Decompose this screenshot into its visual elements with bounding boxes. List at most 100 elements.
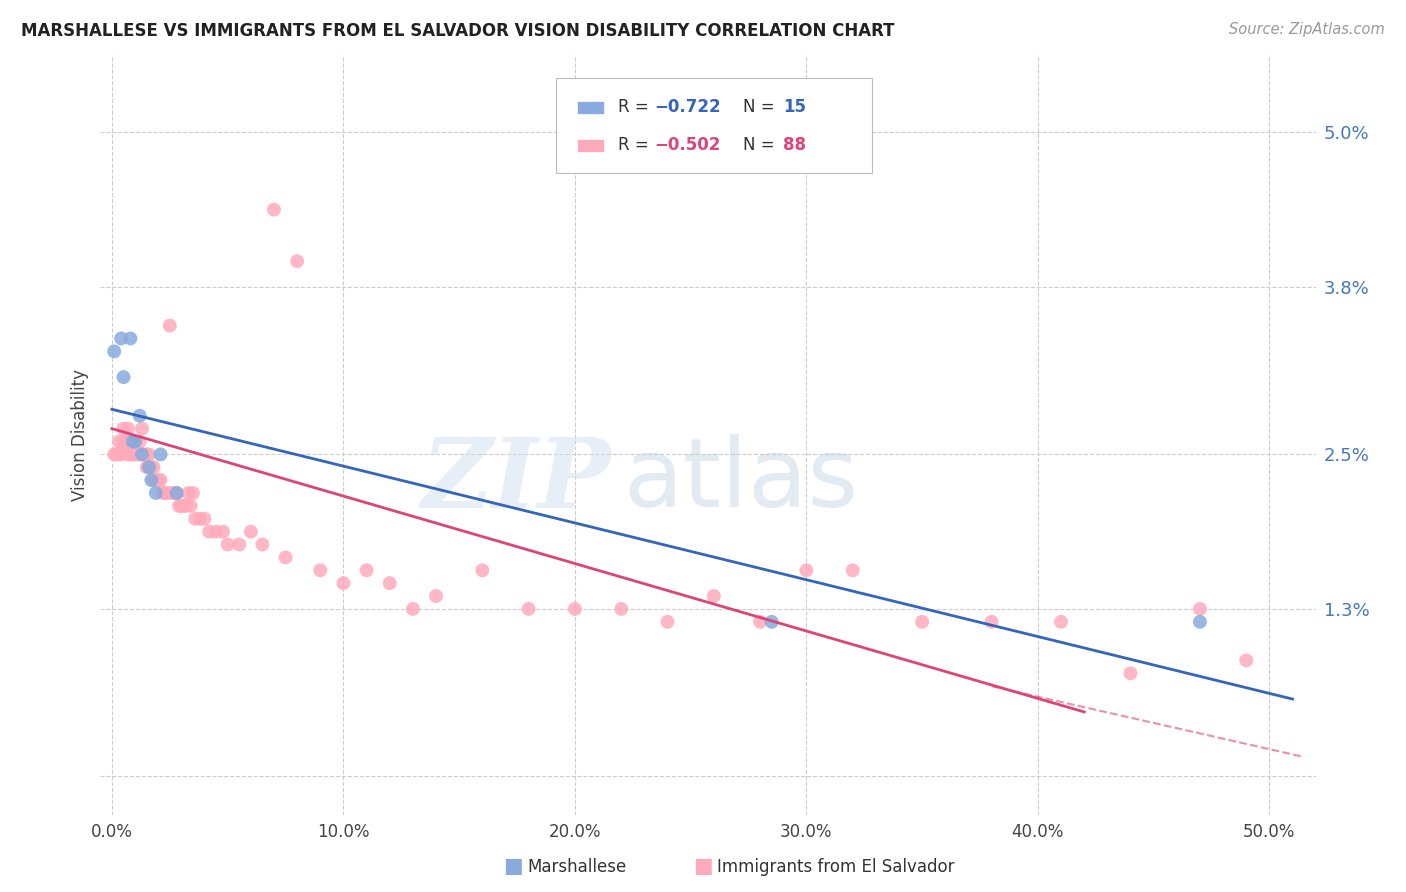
Point	[135, 460, 157, 475]
Point	[138, 460, 160, 475]
Point	[177, 486, 200, 500]
Point	[980, 615, 1002, 629]
Point	[121, 434, 143, 449]
Point	[198, 524, 221, 539]
Point	[205, 524, 228, 539]
Point	[112, 370, 135, 384]
Bar	[576, 101, 603, 113]
Text: R =: R =	[619, 98, 654, 116]
Text: −0.502: −0.502	[655, 136, 721, 153]
Text: −0.722: −0.722	[655, 98, 721, 116]
Point	[160, 486, 183, 500]
Point	[796, 563, 818, 577]
Point	[217, 537, 239, 551]
Point	[167, 499, 190, 513]
Point	[174, 499, 197, 513]
Text: ■: ■	[693, 856, 713, 876]
Point	[173, 499, 195, 513]
Point	[180, 499, 202, 513]
Bar	[576, 139, 603, 152]
Point	[1188, 602, 1211, 616]
Point	[356, 563, 378, 577]
Text: N =: N =	[744, 136, 780, 153]
Point	[159, 318, 181, 333]
Point	[142, 473, 165, 487]
Point	[425, 589, 447, 603]
Point	[138, 447, 160, 461]
Point	[105, 447, 128, 461]
Point	[145, 473, 167, 487]
Point	[128, 447, 150, 461]
Point	[285, 254, 308, 268]
Point	[163, 486, 186, 500]
Point	[121, 447, 143, 461]
Point	[131, 422, 153, 436]
Point	[134, 447, 156, 461]
Point	[152, 486, 174, 500]
Point	[184, 512, 207, 526]
Point	[128, 409, 150, 423]
Point	[402, 602, 425, 616]
Point	[110, 331, 132, 345]
Point	[1119, 666, 1142, 681]
Point	[188, 512, 211, 526]
Point	[128, 434, 150, 449]
Point	[274, 550, 297, 565]
Point	[131, 447, 153, 461]
Point	[108, 434, 131, 449]
Point	[112, 422, 135, 436]
Point	[703, 589, 725, 603]
Point	[166, 486, 188, 500]
Point	[911, 615, 934, 629]
Point	[114, 434, 136, 449]
Point	[1050, 615, 1073, 629]
Text: N =: N =	[744, 98, 780, 116]
Point	[124, 447, 146, 461]
FancyBboxPatch shape	[557, 78, 872, 173]
Text: ■: ■	[503, 856, 523, 876]
Point	[170, 499, 193, 513]
Point	[145, 486, 167, 500]
Point	[1188, 615, 1211, 629]
Point	[239, 524, 262, 539]
Point	[610, 602, 633, 616]
Point	[141, 473, 163, 487]
Point	[761, 615, 783, 629]
Point	[117, 447, 139, 461]
Point	[378, 576, 401, 591]
Point	[228, 537, 250, 551]
Point	[120, 331, 142, 345]
Point	[1234, 653, 1257, 667]
Point	[103, 447, 125, 461]
Point	[309, 563, 332, 577]
Point	[124, 434, 146, 449]
Point	[112, 434, 135, 449]
Point	[166, 486, 188, 500]
Point	[138, 460, 160, 475]
Point	[110, 447, 132, 461]
Text: 88: 88	[783, 136, 807, 153]
Point	[212, 524, 235, 539]
Point	[149, 473, 172, 487]
Point	[141, 460, 163, 475]
Point	[332, 576, 354, 591]
Point	[263, 202, 285, 217]
Text: atlas: atlas	[623, 434, 858, 527]
Point	[124, 434, 146, 449]
Point	[108, 447, 131, 461]
Point	[135, 447, 157, 461]
Point	[148, 473, 170, 487]
Point	[156, 486, 179, 500]
Text: MARSHALLESE VS IMMIGRANTS FROM EL SALVADOR VISION DISABILITY CORRELATION CHART: MARSHALLESE VS IMMIGRANTS FROM EL SALVAD…	[21, 22, 894, 40]
Point	[657, 615, 679, 629]
Text: R =: R =	[619, 136, 654, 153]
Point	[149, 447, 172, 461]
Point	[181, 486, 204, 500]
Point	[103, 344, 125, 359]
Point	[193, 512, 215, 526]
Point	[117, 422, 139, 436]
Text: Immigrants from El Salvador: Immigrants from El Salvador	[717, 858, 955, 876]
Point	[120, 447, 142, 461]
Point	[471, 563, 494, 577]
Point	[749, 615, 772, 629]
